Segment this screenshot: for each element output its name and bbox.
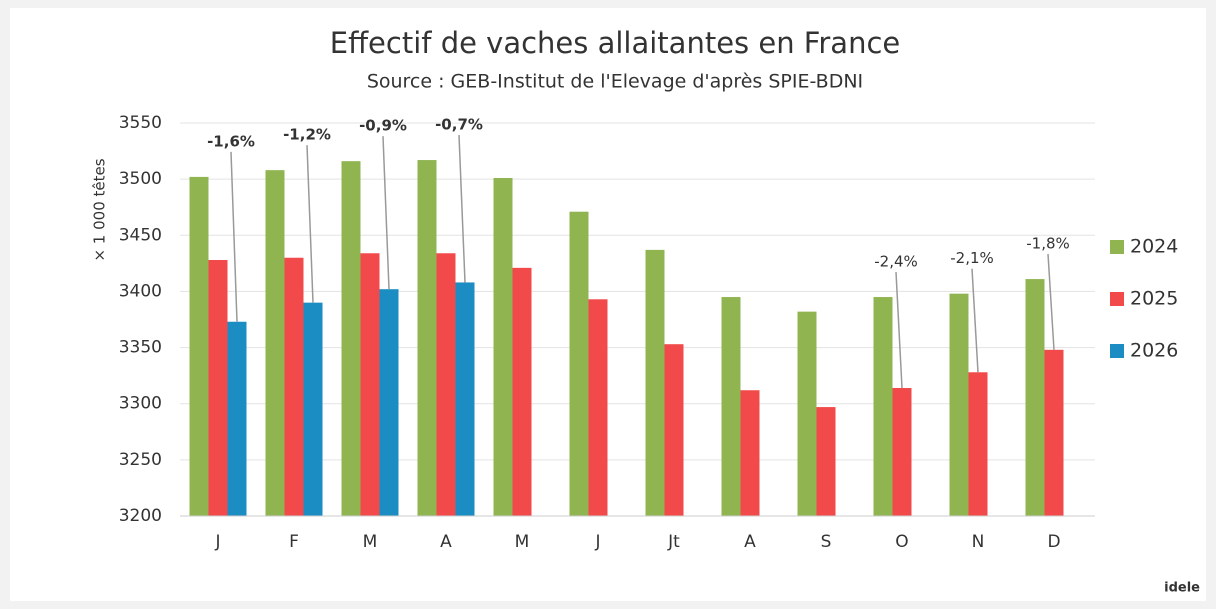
chart-subtitle: Source : GEB-Institut de l'Elevage d'apr… — [367, 71, 863, 93]
x-tick-label: A — [744, 532, 756, 552]
y-tick-label: 3250 — [119, 450, 162, 470]
legend-swatch — [1110, 344, 1124, 358]
logo: idele — [1164, 581, 1200, 596]
bar — [360, 253, 380, 516]
annotation-leader — [382, 136, 390, 290]
legend-label: 2025 — [1130, 288, 1178, 310]
bar — [417, 160, 437, 516]
bar — [284, 257, 304, 516]
bar — [1044, 349, 1064, 516]
x-tick-label: J — [214, 532, 220, 552]
y-axis-label: × 1 000 têtes — [91, 158, 109, 261]
bar — [588, 299, 608, 516]
bar — [493, 178, 513, 516]
y-tick-label: 3300 — [119, 394, 162, 414]
x-tick-label: O — [895, 532, 908, 552]
bar — [569, 211, 589, 516]
annotation-leader — [971, 268, 979, 373]
bar — [265, 170, 285, 516]
bar — [873, 297, 893, 516]
annotation: -0,9% — [359, 117, 407, 135]
bar — [189, 176, 209, 516]
bar — [721, 297, 741, 516]
bar — [797, 311, 817, 516]
annotation: -2,4% — [874, 253, 918, 271]
legend-label: 2024 — [1130, 236, 1178, 258]
annotation-leader — [895, 272, 903, 389]
annotation-leader — [230, 151, 238, 322]
bar — [645, 249, 665, 516]
annotation: -1,6% — [207, 132, 255, 150]
x-tick-label: M — [515, 532, 530, 552]
bar — [949, 293, 969, 516]
bar — [892, 387, 912, 516]
bar — [303, 302, 323, 516]
bar — [1025, 279, 1045, 516]
annotation: -2,1% — [950, 249, 994, 267]
annotation: -0,7% — [435, 116, 483, 134]
x-tick-label: A — [440, 532, 452, 552]
y-tick-label: 3350 — [119, 338, 162, 358]
bar — [664, 344, 684, 516]
bar — [227, 321, 247, 516]
chart-title: Effectif de vaches allaitantes en France — [330, 26, 900, 60]
legend-swatch — [1110, 240, 1124, 254]
annotation: -1,2% — [283, 126, 331, 144]
x-tick-label: S — [821, 532, 832, 552]
y-tick-label: 3200 — [119, 506, 162, 526]
bar — [208, 259, 228, 516]
x-tick-label: Jt — [667, 532, 680, 552]
x-tick-label: M — [363, 532, 378, 552]
y-tick-label: 3500 — [119, 169, 162, 189]
x-tick-label: D — [1047, 532, 1060, 552]
bar — [379, 289, 399, 516]
y-tick-label: 3550 — [119, 113, 162, 133]
bar — [341, 161, 361, 517]
annotation-leader — [458, 135, 466, 283]
y-tick-label: 3400 — [119, 281, 162, 301]
x-tick-label: N — [972, 532, 985, 552]
bar — [455, 282, 475, 516]
legend-label: 2026 — [1130, 340, 1178, 362]
bar — [740, 390, 760, 516]
annotation-leader — [306, 145, 314, 303]
legend-swatch — [1110, 292, 1124, 306]
x-tick-label: F — [289, 532, 299, 552]
annotation: -1,8% — [1026, 235, 1070, 253]
bar — [968, 372, 988, 516]
bar — [512, 267, 532, 516]
annotation-leader — [1047, 254, 1055, 350]
bar — [436, 253, 456, 516]
bar — [816, 407, 836, 516]
y-tick-label: 3450 — [119, 225, 162, 245]
x-tick-label: J — [594, 532, 600, 552]
